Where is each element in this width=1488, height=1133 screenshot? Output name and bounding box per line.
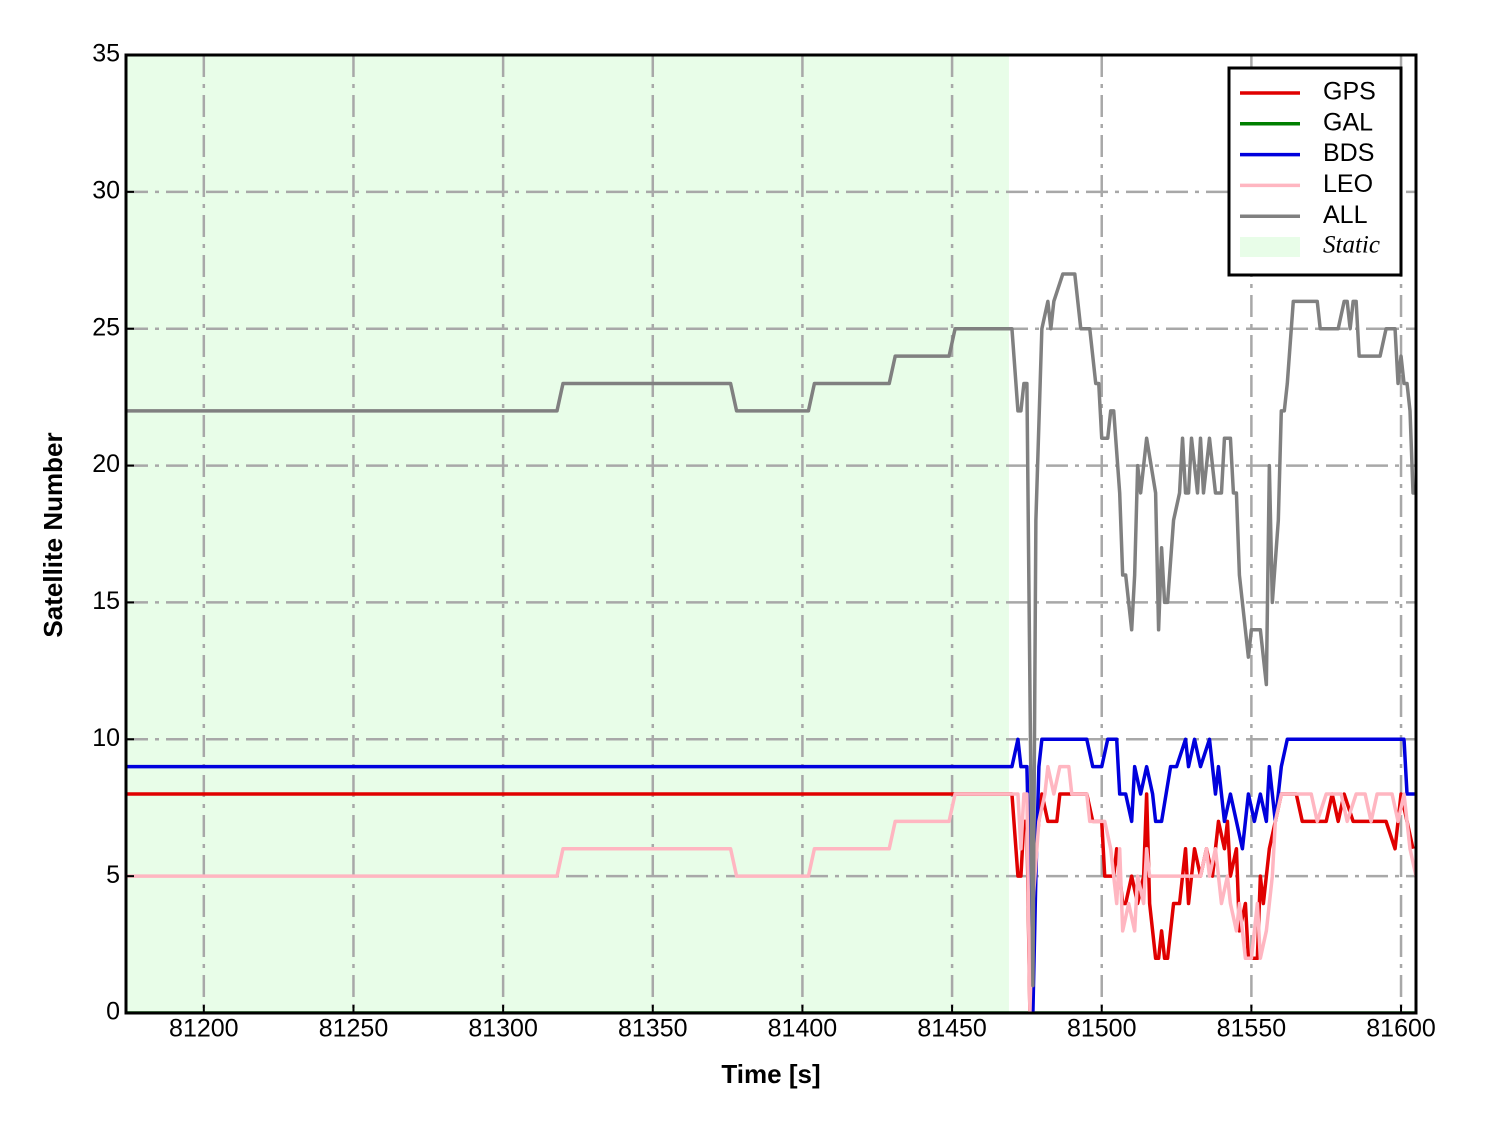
legend-label: BDS xyxy=(1323,139,1374,167)
legend-label: LEO xyxy=(1323,170,1373,198)
legend-label: GPS xyxy=(1323,78,1376,106)
x-tick-label: 81350 xyxy=(618,1015,688,1043)
x-tick-label: 81550 xyxy=(1217,1015,1287,1043)
y-tick-label: 0 xyxy=(106,998,120,1026)
y-tick-label: 5 xyxy=(106,861,120,889)
y-tick-label: 10 xyxy=(92,724,120,752)
legend-label: GAL xyxy=(1323,108,1373,136)
x-axis-label: Time [s] xyxy=(721,1059,820,1089)
x-tick-label: 81250 xyxy=(319,1015,389,1043)
y-tick-label: 30 xyxy=(92,176,120,204)
x-tick-label: 81450 xyxy=(917,1015,987,1043)
y-axis-label: Satellite Number xyxy=(38,432,68,637)
spans xyxy=(126,55,1009,1013)
x-tick-label: 81500 xyxy=(1067,1015,1137,1043)
legend-swatch xyxy=(1240,237,1300,257)
x-tick-label: 81300 xyxy=(468,1015,538,1043)
x-tick-label: 81400 xyxy=(768,1015,838,1043)
y-tick-label: 20 xyxy=(92,450,120,478)
lines xyxy=(126,272,1416,1013)
series-line xyxy=(126,272,1416,988)
static-span xyxy=(126,55,1009,1013)
x-tick-label: 81600 xyxy=(1366,1015,1436,1043)
x-tick-label: 81200 xyxy=(169,1015,239,1043)
legend-label: Static xyxy=(1323,232,1380,259)
y-tick-label: 35 xyxy=(92,40,120,68)
plot-frame xyxy=(124,53,1418,1015)
series-line xyxy=(126,792,1415,1013)
legend-label: ALL xyxy=(1323,201,1368,229)
series-line xyxy=(126,737,1416,1013)
series-line xyxy=(126,764,1416,1013)
ticks: 81200 81250 81300 81350 81400 81450 81500 81550… xyxy=(92,40,1436,1043)
y-tick-label: 15 xyxy=(92,587,120,615)
y-tick-label: 25 xyxy=(92,313,120,341)
